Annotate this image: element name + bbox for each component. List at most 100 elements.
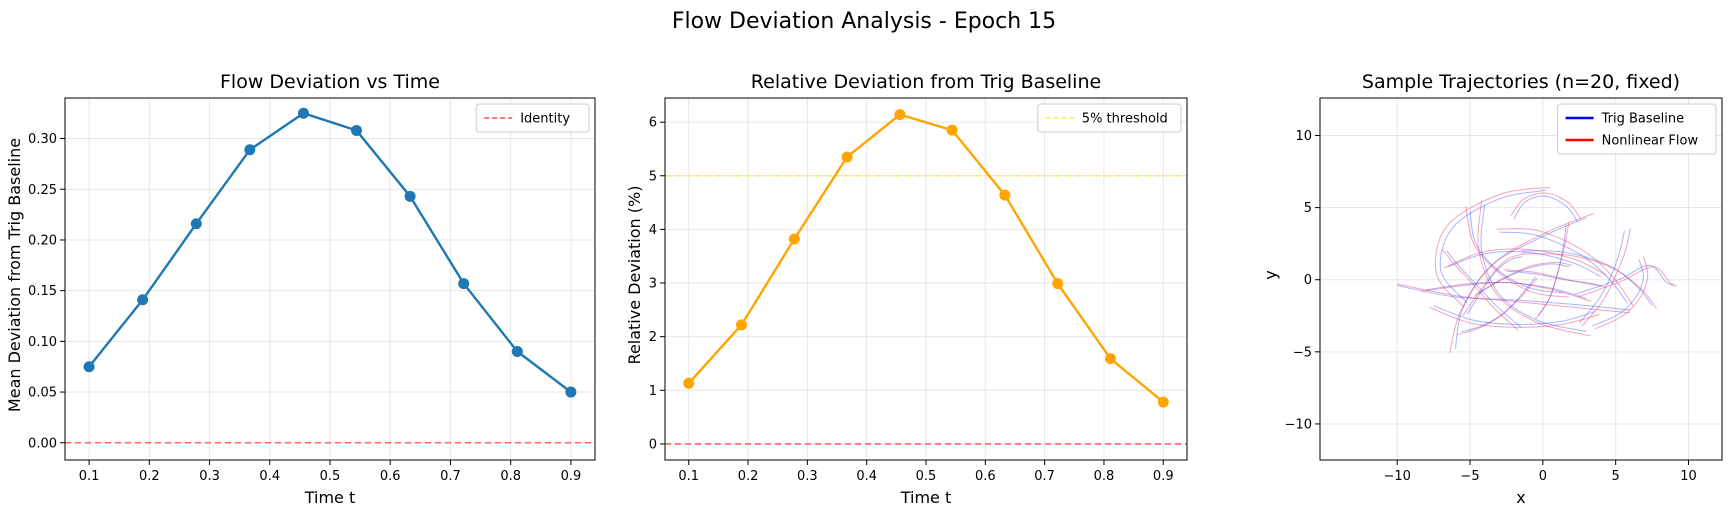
y-tick-label: 0.00: [28, 436, 57, 451]
grid: [665, 98, 1187, 460]
trajectory-baseline: [1592, 259, 1644, 327]
data-point: [683, 377, 695, 389]
x-axis-label: Time t: [900, 488, 952, 507]
x-tick-label: 0.6: [380, 469, 401, 484]
trajectory-nonlinear: [1522, 253, 1657, 309]
x-tick-label: −10: [1383, 469, 1410, 484]
x-tick-label: 0: [1539, 469, 1547, 484]
x-tick-label: 0.7: [440, 469, 461, 484]
x-tick-label: 0.8: [500, 469, 521, 484]
y-tick-label: 1: [649, 384, 657, 399]
trajectory-baseline: [1538, 224, 1567, 317]
trajectory-nonlinear: [1443, 248, 1608, 276]
x-tick-label: −5: [1460, 469, 1479, 484]
trajectory-baseline: [1513, 195, 1579, 223]
trajectory-nonlinear: [1577, 266, 1677, 298]
legend-label: Identity: [520, 112, 570, 127]
y-tick-label: −5: [1293, 345, 1312, 360]
y-axis-label: y: [1261, 270, 1280, 279]
trajectory-baseline: [1480, 204, 1587, 333]
trajectory-baseline: [1469, 210, 1564, 294]
y-tick-label: 0.30: [28, 132, 57, 147]
y-tick-label: 4: [649, 223, 657, 238]
data-point: [511, 346, 523, 358]
plot-area: [665, 109, 1187, 445]
trajectory-baseline: [1574, 264, 1675, 295]
trajectory-nonlinear: [1474, 261, 1573, 297]
x-tick-label: 0.2: [738, 469, 759, 484]
trajectory-baseline: [1439, 189, 1546, 304]
legend: Trig Baseline Nonlinear Flow: [1557, 103, 1717, 155]
trajectory-baseline: [1520, 250, 1653, 306]
trajectory-nonlinear: [1449, 212, 1595, 354]
data-point: [1052, 278, 1064, 290]
y-tick-label: 5: [1304, 201, 1312, 216]
trajectory-nonlinear: [1465, 206, 1570, 298]
trajectory-nonlinear: [1456, 277, 1538, 336]
legend-label: Nonlinear Flow: [1602, 134, 1699, 149]
trajectory-baseline: [1461, 276, 1536, 333]
axes-frame: [1319, 97, 1723, 461]
data-point: [458, 278, 470, 290]
y-axis-label: Mean Deviation from Trig Baseline: [5, 138, 24, 412]
x-tick-label: 0.3: [797, 469, 818, 484]
trajectory-baseline: [1433, 305, 1596, 325]
data-point: [565, 386, 577, 398]
y-tick-label: −10: [1285, 417, 1312, 432]
x-tick-label: 10: [1680, 469, 1697, 484]
trajectory-nonlinear: [1429, 306, 1600, 328]
legend-box: [475, 103, 590, 133]
x-axis-label: Time t: [304, 488, 356, 507]
x-tick-label: 0.9: [561, 469, 582, 484]
data-point: [894, 109, 906, 121]
x-tick-label: 0.2: [139, 469, 160, 484]
grid: [65, 98, 595, 460]
x-tick-label: 0.1: [79, 469, 100, 484]
x-tick-label: 0.7: [1034, 469, 1055, 484]
panel-title: Relative Deviation from Trig Baseline: [751, 71, 1101, 93]
trajectory-nonlinear: [1595, 256, 1649, 330]
legend-label: Trig Baseline: [1601, 112, 1685, 127]
x-tick-label: 0.8: [1094, 469, 1115, 484]
data-point: [83, 361, 95, 373]
y-tick-label: 6: [649, 116, 657, 131]
data-point: [351, 124, 362, 136]
legend: 5% threshold: [1037, 103, 1182, 133]
panel-flow-deviation: Flow Deviation vs Time Time t Mean Devia…: [5, 71, 596, 507]
data-point: [1104, 353, 1116, 365]
y-axis-label: Relative Deviation (%): [625, 186, 644, 365]
y-tick-label: 10: [1295, 129, 1312, 144]
panel-sample-trajectories: Sample Trajectories (n=20, fixed) x y −1…: [1261, 71, 1723, 507]
trajectory-nonlinear: [1477, 200, 1592, 337]
series-line: [687, 113, 1165, 404]
panel-relative-deviation: Relative Deviation from Trig Baseline Ti…: [625, 71, 1188, 507]
y-tick-label: 0.25: [28, 183, 57, 198]
trajectory-baseline: [1426, 281, 1587, 299]
data-point: [190, 218, 202, 230]
y-tick-label: 0: [649, 437, 657, 452]
grid: [1320, 98, 1722, 460]
panel-title: Flow Deviation vs Time: [220, 71, 440, 93]
trajectory-nonlinear: [1510, 192, 1582, 220]
x-tick-label: 0.4: [856, 469, 877, 484]
trajectory-baseline: [1446, 250, 1522, 328]
data-point: [946, 124, 958, 136]
trajectory-baseline: [1397, 284, 1631, 311]
data-point: [999, 189, 1011, 201]
data-point: [137, 294, 149, 306]
y-tick-label: 0.10: [28, 335, 57, 350]
data-point: [404, 190, 416, 202]
panel-title: Sample Trajectories (n=20, fixed): [1362, 71, 1680, 93]
trajectory-baseline: [1466, 256, 1523, 315]
x-tick-label: 0.5: [320, 469, 341, 484]
trajectory-nonlinear: [1441, 249, 1519, 331]
trajectory-nonlinear: [1581, 227, 1631, 327]
x-tick-label: 5: [1612, 469, 1620, 484]
trajectory-baseline: [1578, 230, 1625, 324]
trajectory-baseline: [1448, 251, 1602, 278]
trajectory-baseline: [1499, 231, 1628, 304]
x-tick-label: 0.4: [259, 469, 280, 484]
data-point: [244, 144, 256, 156]
plot-area: [1397, 186, 1677, 354]
